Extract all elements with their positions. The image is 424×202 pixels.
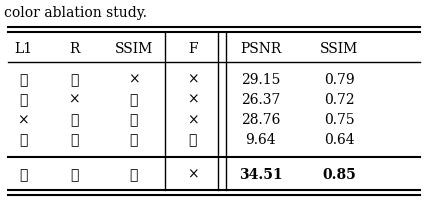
Text: PSNR: PSNR (240, 42, 282, 57)
Text: ✓: ✓ (19, 93, 28, 107)
Text: ✓: ✓ (129, 93, 138, 107)
Text: 28.76: 28.76 (241, 113, 280, 127)
Text: 9.64: 9.64 (245, 133, 276, 147)
Text: 0.79: 0.79 (324, 73, 354, 87)
Text: ×: × (68, 93, 80, 107)
Text: SSIM: SSIM (320, 42, 358, 57)
Text: ×: × (187, 168, 199, 182)
Text: ✓: ✓ (129, 168, 138, 182)
Text: 34.51: 34.51 (239, 168, 282, 182)
Text: ✓: ✓ (19, 168, 28, 182)
Text: ✓: ✓ (70, 113, 78, 127)
Text: SSIM: SSIM (114, 42, 153, 57)
Text: L1: L1 (14, 42, 32, 57)
Text: color ablation study.: color ablation study. (4, 6, 147, 20)
Text: ×: × (187, 93, 199, 107)
Text: F: F (188, 42, 198, 57)
Text: ×: × (187, 73, 199, 87)
Text: 29.15: 29.15 (241, 73, 280, 87)
Text: ✓: ✓ (129, 133, 138, 147)
Text: 0.72: 0.72 (324, 93, 354, 107)
Text: 0.75: 0.75 (324, 113, 354, 127)
Text: 0.64: 0.64 (324, 133, 354, 147)
Text: ×: × (128, 73, 139, 87)
Text: ✓: ✓ (70, 168, 78, 182)
Text: ×: × (187, 113, 199, 127)
Text: ✓: ✓ (70, 73, 78, 87)
Text: 0.85: 0.85 (322, 168, 356, 182)
Text: ✓: ✓ (129, 113, 138, 127)
Text: 26.37: 26.37 (241, 93, 280, 107)
Text: ×: × (17, 113, 29, 127)
Text: ✓: ✓ (189, 133, 197, 147)
Text: ✓: ✓ (19, 73, 28, 87)
Text: ✓: ✓ (70, 133, 78, 147)
Text: R: R (69, 42, 79, 57)
Text: ✓: ✓ (19, 133, 28, 147)
